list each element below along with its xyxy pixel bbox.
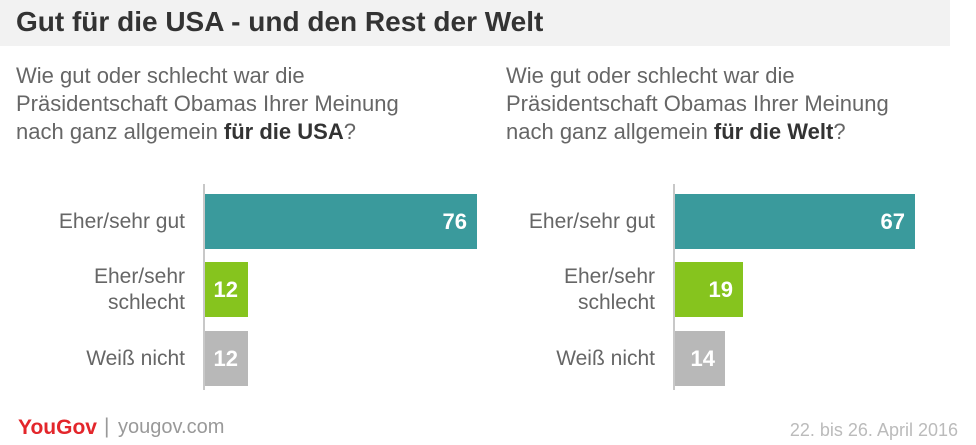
question-mark: ?: [343, 119, 356, 144]
category-label: Weiß nicht: [86, 346, 185, 370]
bar: 12: [205, 262, 248, 317]
bar: 67: [675, 194, 915, 249]
bar: 14: [675, 331, 725, 386]
title-banner: Gut für die USA - und den Rest der Welt: [0, 0, 950, 46]
chart-world: 67 Eher/sehr gut 19 Eher/sehr schlecht 14 Weiß…: [470, 184, 940, 390]
question-world: Wie gut oder schlecht war die Präsidents…: [506, 62, 889, 146]
category-label: Eher/sehr schlecht: [93, 264, 185, 314]
footer-separator: |: [104, 415, 110, 438]
question-line: nach ganz allgemein für die USA?: [16, 118, 399, 146]
footer-url[interactable]: yougov.com: [118, 416, 225, 438]
category-label: Weiß nicht: [556, 346, 655, 370]
question-line: Wie gut oder schlecht war die: [16, 63, 305, 88]
bar: 76: [205, 194, 477, 249]
category-label: Eher/sehr gut: [528, 209, 655, 233]
category-label: Eher/sehr gut: [58, 209, 185, 233]
question-mark: ?: [833, 119, 846, 144]
data-label: 67: [880, 208, 905, 234]
survey-date: 22. bis 26. April 2016: [789, 420, 958, 440]
data-label: 76: [442, 208, 467, 234]
data-label: 19: [708, 276, 733, 302]
question-line: Wie gut oder schlecht war die: [506, 63, 795, 88]
category-label: Eher/sehr schlecht: [563, 264, 655, 314]
bar: 19: [675, 262, 743, 317]
axis-line: [673, 184, 675, 390]
question-emphasis: für die USA: [223, 119, 344, 144]
data-label: 14: [690, 345, 715, 371]
yougov-logo: YouGov: [18, 416, 97, 439]
question-line: Präsidentschaft Obamas Ihrer Meinung: [506, 91, 889, 116]
question-text: nach ganz allgemein: [506, 119, 714, 144]
data-label: 12: [213, 345, 238, 371]
question-line: nach ganz allgemein für die Welt?: [506, 118, 889, 146]
question-emphasis: für die Welt: [713, 119, 834, 144]
question-line: Präsidentschaft Obamas Ihrer Meinung: [16, 91, 399, 116]
axis-line: [203, 184, 205, 390]
question-text: nach ganz allgemein: [16, 119, 224, 144]
chart-usa: 76 Eher/sehr gut 12 Eher/sehr schlecht 12 Weiß…: [0, 184, 477, 390]
question-usa: Wie gut oder schlecht war die Präsidents…: [16, 62, 399, 146]
bar: 12: [205, 331, 248, 386]
data-label: 12: [213, 276, 238, 302]
page-title: Gut für die USA - und den Rest der Welt: [16, 6, 544, 37]
